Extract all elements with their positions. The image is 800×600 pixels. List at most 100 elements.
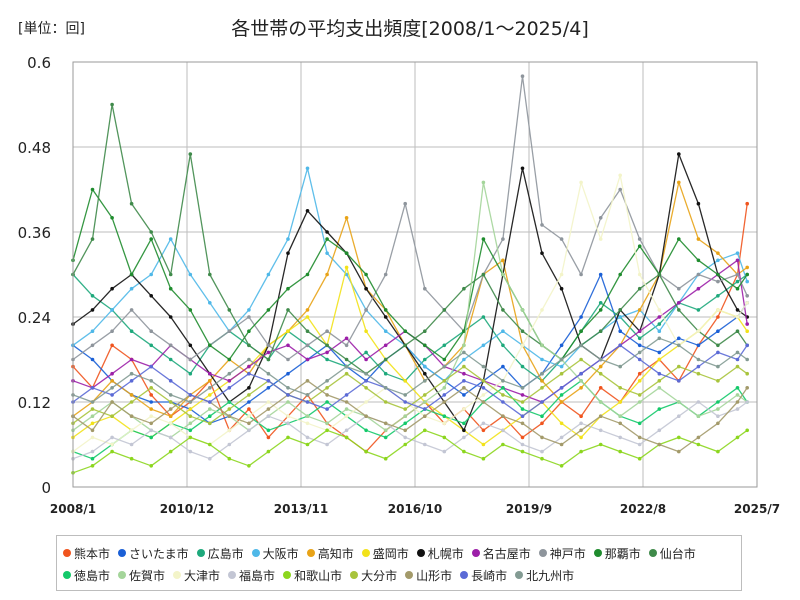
data-point (637, 393, 642, 397)
data-point (208, 393, 212, 397)
data-point (227, 379, 232, 383)
data-point (423, 442, 427, 447)
data-point (227, 428, 232, 433)
data-point (520, 166, 525, 171)
data-point (696, 371, 701, 376)
data-point (735, 329, 740, 334)
data-point (364, 371, 368, 376)
series-line (72, 167, 748, 382)
data-point (696, 343, 701, 348)
data-point (129, 371, 134, 376)
data-point (188, 343, 193, 348)
data-point (696, 442, 701, 447)
data-point (657, 428, 662, 433)
data-point (129, 456, 134, 461)
data-point (501, 393, 505, 397)
data-point (286, 393, 290, 397)
data-point (442, 343, 447, 348)
data-point (540, 386, 544, 390)
legend-marker (350, 571, 359, 579)
data-point (598, 414, 603, 419)
data-point (618, 187, 622, 192)
data-point (520, 343, 525, 348)
legend-label: 高知市 (317, 546, 354, 561)
data-point (637, 286, 642, 291)
y-tick-label: 0.48 (18, 139, 51, 157)
data-point (325, 421, 329, 426)
data-point (325, 343, 329, 348)
data-point (110, 343, 114, 348)
data-point (540, 251, 544, 255)
data-point (657, 315, 662, 319)
data-point (364, 428, 368, 433)
data-point (735, 364, 740, 369)
data-point (149, 294, 153, 298)
legend-item: 札幌市 (416, 542, 464, 564)
series-line (72, 344, 748, 417)
data-point (559, 464, 564, 468)
data-point (90, 449, 95, 454)
data-point (227, 308, 232, 312)
legend-label: 徳島市 (74, 568, 111, 583)
data-point (305, 414, 310, 419)
data-point (247, 386, 251, 390)
data-point (286, 357, 290, 362)
data-point (364, 449, 368, 454)
data-point (423, 400, 427, 404)
data-point (227, 407, 232, 411)
y-tick-label: 0.36 (18, 224, 51, 242)
data-point (618, 272, 622, 277)
data-point (540, 449, 544, 454)
data-point (90, 428, 95, 433)
data-point (344, 357, 349, 362)
data-point (266, 343, 271, 348)
data-point (442, 308, 447, 312)
series-line (72, 380, 748, 453)
data-point (677, 286, 681, 291)
data-point (481, 442, 486, 447)
data-point (208, 343, 212, 348)
legend-marker (593, 549, 602, 557)
data-point (208, 386, 212, 390)
legend-label: 盛岡市 (372, 546, 409, 561)
data-point (677, 364, 681, 369)
data-point (305, 393, 310, 397)
data-point (110, 329, 114, 334)
legend-label: 大津市 (184, 568, 221, 583)
data-point (266, 449, 271, 454)
data-point (745, 371, 749, 376)
series-line (72, 266, 748, 446)
data-point (618, 414, 622, 419)
data-point (227, 414, 232, 419)
data-point (266, 386, 271, 390)
data-point (129, 329, 134, 334)
data-point (129, 201, 134, 206)
data-point (286, 237, 290, 241)
data-point (540, 414, 544, 419)
legend-label: 広島市 (207, 546, 244, 561)
data-point (501, 386, 505, 390)
series-group (71, 265, 749, 447)
data-point (286, 308, 290, 312)
data-point (501, 428, 505, 433)
data-point (696, 435, 701, 440)
data-point (325, 428, 329, 433)
data-point (266, 414, 271, 419)
data-point (735, 272, 740, 277)
legend-label: 那覇市 (604, 546, 641, 561)
data-point (598, 386, 603, 390)
data-point (266, 407, 271, 411)
data-point (208, 400, 212, 404)
data-point (305, 379, 310, 383)
data-point (266, 371, 271, 376)
series-group (71, 336, 749, 404)
data-point (716, 407, 720, 411)
data-point (745, 400, 749, 404)
legend-item: 山形市 (405, 564, 452, 586)
data-point (168, 421, 173, 426)
data-point (559, 357, 564, 362)
data-point (403, 414, 408, 419)
data-point (227, 357, 232, 362)
data-point (129, 357, 134, 362)
data-point (462, 393, 466, 397)
